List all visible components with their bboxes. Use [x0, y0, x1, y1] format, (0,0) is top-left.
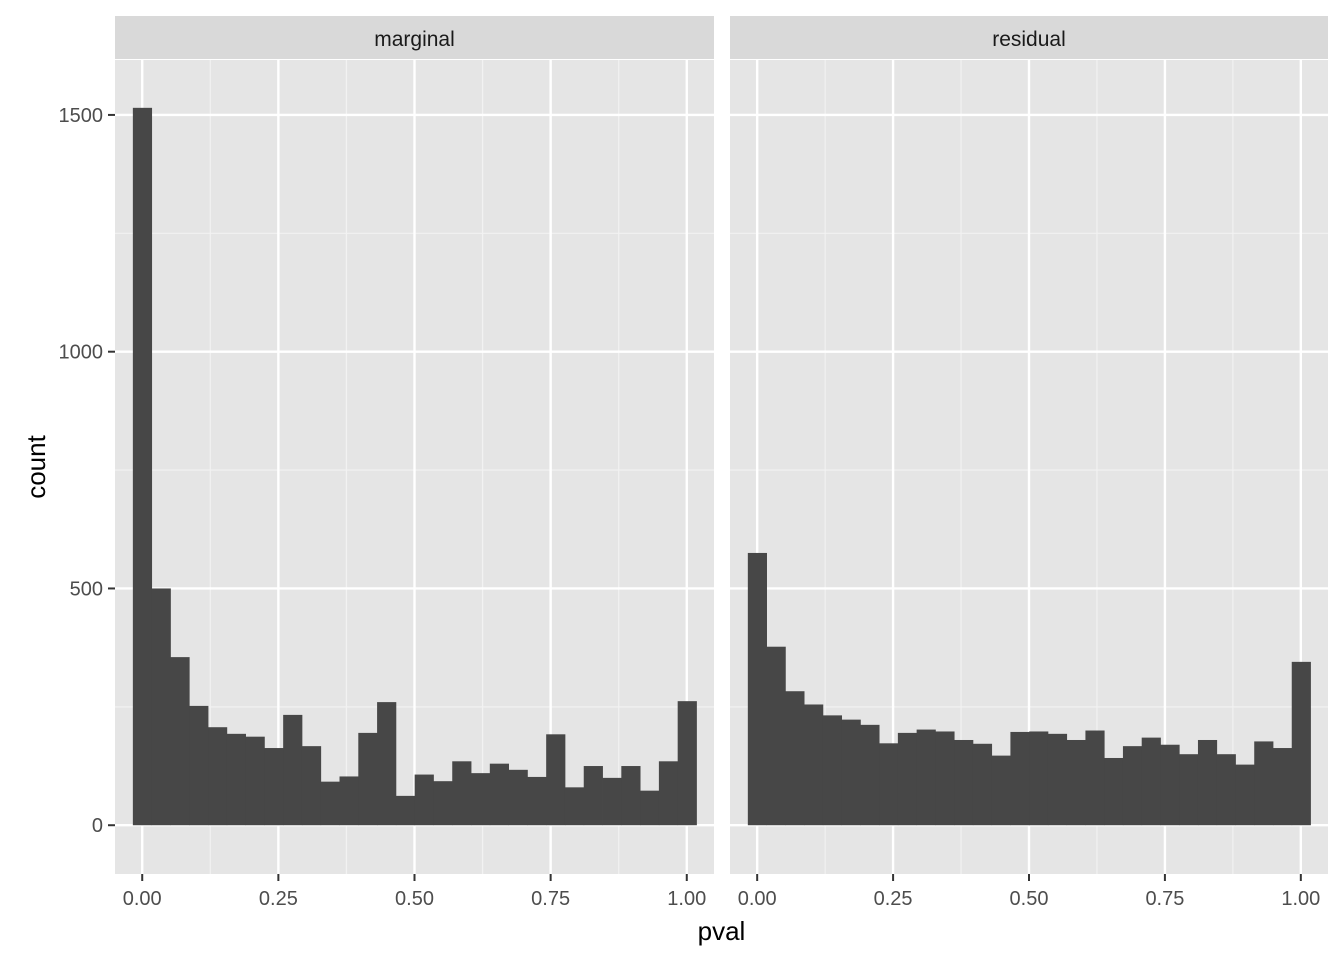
facet-panel-residual: residual 0.00 0.25 0.50 0.75 1.00	[730, 16, 1328, 910]
x-tick-label: 1.00	[667, 888, 706, 910]
facet-strip-label: marginal	[374, 28, 455, 51]
histogram-bar	[1010, 731, 1030, 826]
histogram-bar	[860, 724, 880, 826]
histogram-bar	[1085, 730, 1105, 826]
histogram-bar	[935, 731, 955, 826]
y-axis-title: count	[21, 434, 51, 498]
histogram-bar	[1216, 754, 1236, 826]
histogram-bar	[358, 732, 378, 826]
histogram-bars	[132, 107, 697, 826]
histogram-bar	[841, 719, 861, 826]
histogram-bar	[804, 704, 824, 826]
histogram-bars	[747, 552, 1311, 826]
histogram-bar	[226, 733, 246, 826]
histogram-bar	[1272, 748, 1293, 826]
facet-strip	[115, 16, 714, 59]
histogram-bar	[1047, 733, 1068, 826]
histogram-bar	[1179, 754, 1199, 826]
y-tick-label: 500	[70, 578, 103, 600]
histogram-bar	[1122, 746, 1143, 826]
histogram-bar	[452, 761, 472, 826]
histogram-bar	[785, 691, 805, 826]
histogram-bar	[564, 787, 585, 826]
y-tick-label: 0	[92, 815, 103, 837]
facet-panel-marginal: marginal 0.00 0.25 0.50 0.75 1.00	[115, 16, 714, 910]
histogram-bar	[208, 727, 228, 826]
x-tick-label: 0.75	[531, 888, 570, 910]
histogram-bar	[766, 646, 786, 826]
histogram-bar	[1235, 764, 1255, 826]
x-axis-title: pval	[698, 916, 746, 946]
histogram-bar	[1254, 741, 1274, 826]
histogram-bar	[640, 790, 660, 826]
histogram-bar	[1141, 737, 1161, 826]
histogram-bar	[879, 743, 899, 826]
histogram-bar	[301, 746, 322, 826]
x-tick-label: 0.75	[1145, 888, 1184, 910]
histogram-bar	[320, 781, 340, 826]
histogram-bar	[395, 795, 416, 826]
histogram-bar	[602, 777, 622, 826]
histogram-bar	[991, 755, 1011, 826]
facet-strip-label: residual	[992, 28, 1066, 51]
histogram-bar	[283, 714, 303, 826]
y-tick-label: 1000	[59, 342, 104, 364]
histogram-bar	[132, 107, 153, 826]
histogram-bar	[658, 761, 679, 826]
histogram-bar	[583, 766, 603, 826]
x-tick-label: 0.50	[1010, 888, 1049, 910]
histogram-bar	[170, 657, 190, 826]
histogram-bar	[677, 701, 697, 826]
histogram-bar	[151, 588, 171, 826]
histogram-bar	[377, 702, 397, 826]
x-tick-label: 0.50	[395, 888, 434, 910]
histogram-bar	[245, 736, 265, 826]
facet-strip	[730, 16, 1328, 59]
x-tick-label: 1.00	[1281, 888, 1320, 910]
histogram-bar	[954, 739, 974, 826]
histogram-bar	[1197, 739, 1218, 826]
histogram-bar	[747, 552, 767, 826]
x-axis: 0.00 0.25 0.50 0.75 1.00	[738, 874, 1320, 910]
histogram-bar	[1066, 739, 1086, 826]
histogram-bar	[1291, 661, 1311, 826]
histogram-bar	[489, 763, 509, 826]
histogram-bar	[414, 774, 434, 826]
histogram-bar	[189, 705, 209, 826]
histogram-bar	[471, 773, 491, 826]
histogram-bar	[1160, 744, 1180, 826]
histogram-bar	[972, 743, 993, 826]
x-tick-label: 0.25	[874, 888, 913, 910]
y-axis: 0 500 1000 1500	[59, 105, 115, 837]
x-axis: 0.00 0.25 0.50 0.75 1.00	[123, 874, 706, 910]
histogram-bar	[339, 776, 359, 826]
histogram-bar	[916, 729, 936, 826]
histogram-bar	[527, 776, 547, 826]
histogram-bar	[1029, 731, 1049, 826]
histogram-bar	[508, 769, 528, 826]
histogram-bar	[897, 732, 918, 826]
x-tick-label: 0.00	[738, 888, 777, 910]
histogram-bar	[1104, 757, 1124, 826]
x-tick-label: 0.00	[123, 888, 162, 910]
y-tick-label: 1500	[59, 105, 104, 127]
histogram-bar	[433, 781, 453, 826]
histogram-bar	[264, 748, 284, 826]
histogram-bar	[822, 715, 843, 826]
x-tick-label: 0.25	[259, 888, 298, 910]
histogram-bar	[546, 734, 566, 826]
histogram-bar	[621, 766, 641, 826]
